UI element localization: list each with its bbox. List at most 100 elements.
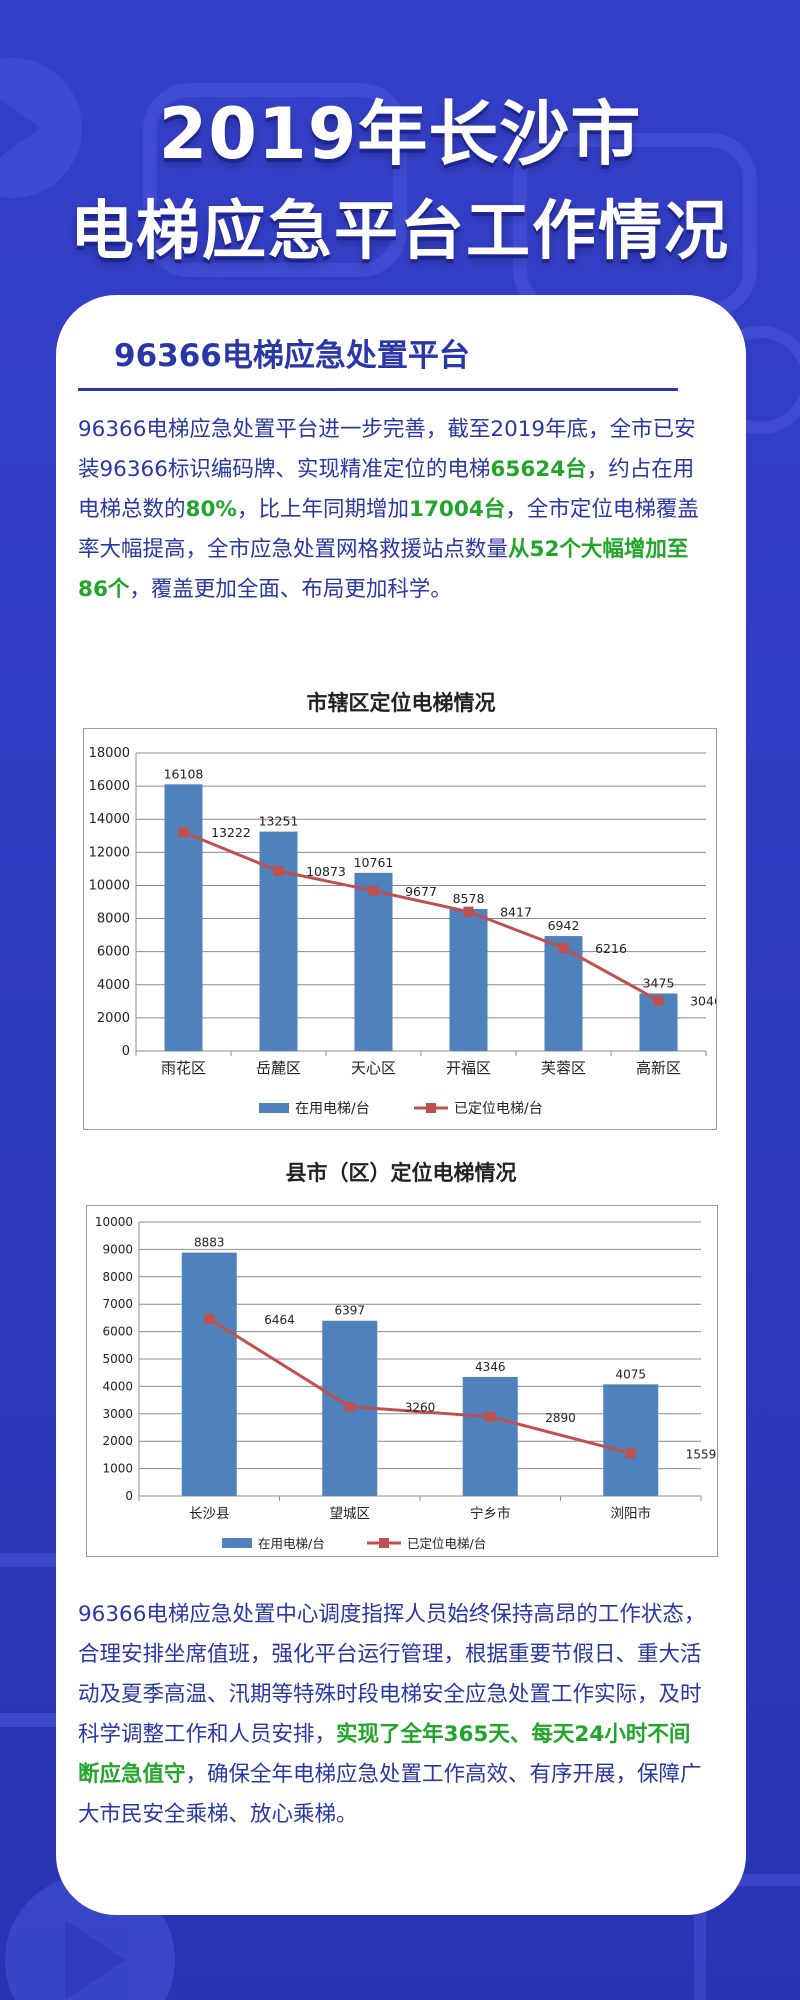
x-tick-label: 望城区	[330, 1506, 371, 1522]
bar	[181, 1252, 237, 1496]
line-point	[625, 1448, 636, 1459]
line-data-label: 6464	[264, 1313, 295, 1327]
y-tick-label: 4000	[102, 1379, 133, 1393]
line-point	[178, 827, 189, 838]
y-tick-label: 4000	[97, 978, 130, 993]
bar	[449, 908, 488, 1051]
intro-text-5: ，覆盖更加全面、布局更加科学。	[129, 577, 452, 602]
bar	[164, 784, 203, 1051]
x-tick-label: 雨花区	[161, 1059, 206, 1077]
x-tick-label: 长沙县	[189, 1506, 230, 1522]
bar-data-label: 8883	[194, 1236, 225, 1250]
legend-marker-line	[426, 1103, 436, 1113]
intro-text-1: 96366电梯应急处置平台进一步完善，截至2019年底，全市已安装96366标识…	[78, 417, 696, 482]
line-data-label: 6216	[595, 941, 627, 956]
section-title: 96366电梯应急处置平台	[114, 338, 470, 374]
y-tick-label: 6000	[97, 945, 130, 960]
y-tick-label: 18000	[89, 746, 130, 761]
line-data-label: 8417	[500, 905, 532, 920]
line-point	[558, 943, 569, 954]
bar-data-label: 6942	[548, 918, 580, 933]
content-card: 96366电梯应急处置平台 96366电梯应急处置平台进一步完善，截至2019年…	[56, 295, 746, 1915]
line-data-label: 3046	[690, 994, 716, 1009]
x-tick-label: 宁乡市	[470, 1505, 511, 1522]
intro-text-4: ，全市定位电梯覆盖率大幅提高，全市应急处置网格救援站点数量	[78, 497, 699, 562]
y-tick-label: 0	[125, 1489, 133, 1503]
bar	[603, 1384, 659, 1496]
intro-text-2: ，约占在用电梯总数的	[78, 457, 695, 522]
x-tick-label: 开福区	[446, 1059, 491, 1077]
bar	[354, 872, 393, 1051]
line-point	[344, 1401, 355, 1412]
bar-data-label: 16108	[164, 766, 204, 781]
legend-label-line: 已定位电梯/台	[407, 1536, 486, 1551]
line-data-label: 3260	[405, 1401, 436, 1415]
y-tick-label: 6000	[102, 1325, 133, 1339]
play-icon	[0, 58, 82, 198]
legend-label-bar: 在用电梯/台	[295, 1101, 370, 1117]
y-tick-label: 9000	[102, 1242, 133, 1256]
y-tick-label: 16000	[89, 779, 130, 794]
outro-paragraph: 96366电梯应急处置中心调度指挥人员始终保持高昂的工作状态，合理安排坐席值班，…	[78, 1595, 708, 1835]
bar-data-label: 13251	[259, 814, 299, 829]
line-data-label: 13222	[211, 825, 251, 840]
line-series	[182, 830, 660, 1002]
bar-data-label: 4346	[475, 1360, 506, 1374]
legend-label-bar: 在用电梯/台	[258, 1536, 325, 1551]
y-tick-label: 12000	[89, 845, 130, 860]
line-point	[368, 885, 379, 896]
line-point	[653, 995, 664, 1006]
intro-highlight-stations: 从52个大幅增加至86个	[78, 537, 689, 602]
x-tick-label: 岳麓区	[256, 1059, 301, 1077]
chart1-title: 市辖区定位电梯情况	[306, 691, 496, 715]
legend-swatch-bar	[259, 1103, 289, 1113]
y-tick-label: 5000	[102, 1352, 133, 1366]
intro-highlight-count: 65624台	[490, 457, 587, 482]
y-tick-label: 7000	[102, 1297, 133, 1311]
line-series	[208, 1317, 632, 1455]
outro-text-2: ，确保全年电梯应急处置工作高效、有序开展，保障广大市民安全乘梯、放心乘梯。	[78, 1762, 702, 1827]
line-data-label: 10873	[306, 864, 346, 879]
bar-data-label: 10761	[354, 855, 394, 870]
chart2-frame: 0 1000 2000 3000 4000 5000 6000 7000 8000 9000 100…	[86, 1205, 718, 1557]
x-tick-label: 浏阳市	[611, 1505, 652, 1522]
outro-highlight: 实现了全年365天、每天24小时不间断应急值守	[78, 1722, 691, 1787]
bar-data-label: 3475	[643, 975, 675, 990]
chart2-svg: 0 1000 2000 3000 4000 5000 6000 7000 8000 9000 100…	[95, 1215, 716, 1551]
intro-paragraph: 96366电梯应急处置平台进一步完善，截至2019年底，全市已安装96366标识…	[78, 410, 708, 610]
y-tick-label: 3000	[102, 1407, 133, 1421]
y-tick-label: 10000	[95, 1215, 133, 1229]
legend-marker-line	[379, 1538, 389, 1548]
section-divider	[78, 388, 678, 391]
bar-data-label: 8578	[453, 891, 485, 906]
outro-text-1: 96366电梯应急处置中心调度指挥人员始终保持高昂的工作状态，合理安排坐席值班，…	[78, 1602, 706, 1747]
chart2-title: 县市（区）定位电梯情况	[285, 1161, 517, 1185]
bar	[544, 936, 583, 1051]
legend-label-line: 已定位电梯/台	[454, 1101, 543, 1117]
decor-frame-corner	[694, 1874, 800, 2000]
y-tick-label: 10000	[89, 878, 130, 893]
line-point	[485, 1411, 496, 1422]
chart1-frame: 0 2000 4000 6000 8000 10000 12000 14000 16000 180…	[83, 728, 722, 1130]
line-point	[463, 906, 474, 917]
y-tick-label: 2000	[97, 1011, 130, 1026]
chart1-svg: 0 2000 4000 6000 8000 10000 12000 14000 16000 180…	[89, 746, 722, 1117]
intro-highlight-increase: 17004台	[409, 497, 506, 522]
legend-swatch-bar	[222, 1538, 252, 1548]
y-tick-label: 14000	[89, 812, 130, 827]
y-tick-label: 1000	[102, 1462, 133, 1476]
line-point	[273, 865, 284, 876]
y-tick-label: 0	[122, 1044, 130, 1059]
bar	[462, 1376, 518, 1496]
line-point	[204, 1313, 215, 1324]
x-tick-label: 天心区	[351, 1059, 396, 1077]
line-data-label: 2890	[545, 1411, 576, 1425]
decor-frame-left	[143, 83, 407, 277]
bar-data-label: 4075	[615, 1367, 646, 1381]
intro-highlight-percent: 80%	[185, 497, 237, 522]
y-tick-label: 8000	[102, 1270, 133, 1284]
intro-text-3: ，比上年同期增加	[236, 497, 409, 522]
bar-data-label: 6397	[334, 1304, 365, 1318]
page-title-line2: 电梯应急平台工作情况	[70, 195, 730, 269]
